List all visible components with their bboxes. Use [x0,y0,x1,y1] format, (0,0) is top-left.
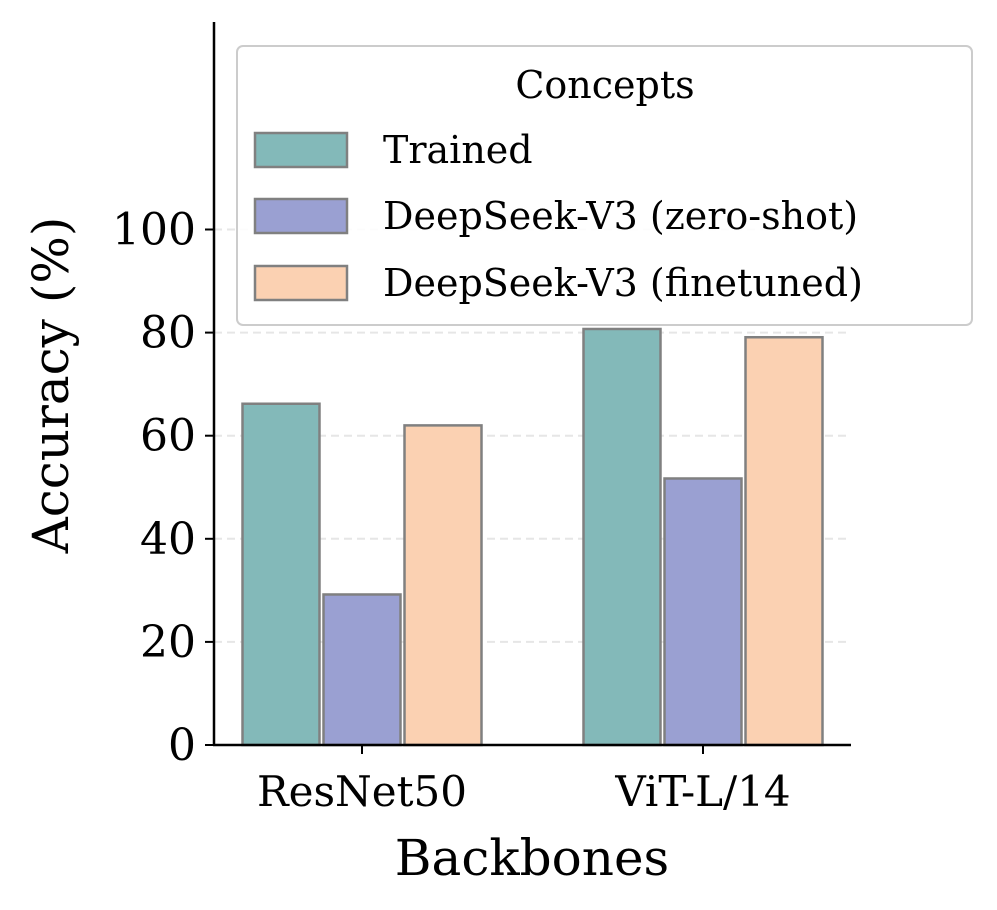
legend-entries: Trained DeepSeek-V3 (zero-shot) DeepSeek-V… [253,128,863,305]
legend-title: Concepts [515,63,694,107]
legend-label: Trained [383,128,533,172]
bar [403,424,483,747]
bar [663,477,743,747]
y-tick-label: 60 [140,411,196,462]
x-tick-label: ResNet50 [257,767,467,816]
x-ticks: ResNet50 ViT-L/14 [257,745,791,816]
y-tick-label: 100 [112,205,196,256]
y-tick-label: 40 [140,514,196,565]
y-axis-title: Accuracy (%) [22,217,80,555]
legend-label: DeepSeek-V3 (finetuned) [383,261,863,305]
axes [212,22,851,747]
bars [241,327,824,747]
legend-label: DeepSeek-V3 (zero-shot) [383,194,858,238]
legend-swatch [253,264,349,302]
legend-swatch [253,131,349,169]
y-tick-label: 0 [168,720,196,771]
legend-swatch [253,197,349,235]
bar [322,593,402,747]
bar [241,402,321,747]
legend: Concepts Trained DeepSeek-V3 (zero-shot) D… [236,45,973,326]
bar [744,335,824,747]
y-tick-label: 80 [140,308,196,359]
legend-frame [236,45,973,326]
bar [582,327,662,747]
y-tick-label: 20 [140,617,196,668]
x-axis-title: Backbones [395,829,669,887]
y-ticks: 0 20 40 60 80 100 [112,205,214,771]
x-tick-label: ViT-L/14 [614,767,790,816]
